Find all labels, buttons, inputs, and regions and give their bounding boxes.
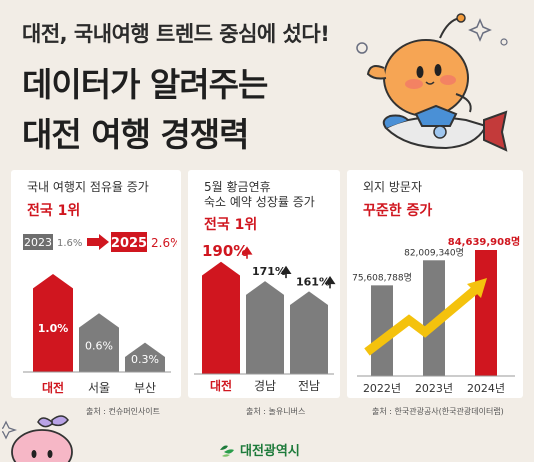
year-compare-row: 2023 1.6% 2025 2.6% bbox=[23, 232, 177, 252]
chart3-value-label-2: 84,639,908명 bbox=[448, 235, 520, 248]
daejeon-logo: 대전광역시 bbox=[218, 440, 300, 459]
up-arrow-icon bbox=[324, 275, 336, 289]
panel1-source: 출처 : 컨슈머인사이트 bbox=[86, 407, 161, 416]
panel3-highlight: 꾸준한 증가 bbox=[363, 203, 433, 219]
panel-booking-growth: 5월 황금연휴 숙소 예약 성장률 증가 전국 1위 190% 171% 161% 대… bbox=[188, 170, 340, 398]
year-from-label: 2023 bbox=[24, 236, 52, 249]
chart2-value-label-1: 171% bbox=[252, 265, 286, 278]
panel2-source: 출처 : 놀유니버스 bbox=[246, 407, 306, 416]
mascot-pink-illustration bbox=[2, 415, 73, 462]
chart3-category-label-0: 2022년 bbox=[363, 382, 401, 395]
value-from-label: 1.6% bbox=[57, 238, 82, 249]
mascot-rocket-illustration bbox=[356, 13, 508, 152]
kicker-text: 대전, 국내여행 트렌드 중심에 섰다! bbox=[22, 22, 330, 46]
chart1-value-label-2: 0.3% bbox=[131, 353, 159, 366]
chart3-value-label-0: 75,608,788명 bbox=[352, 272, 412, 283]
up-arrow-icon bbox=[241, 246, 253, 259]
daejeon-emblem-icon bbox=[220, 445, 234, 457]
chart3-value-label-1: 82,009,340명 bbox=[404, 247, 464, 258]
chart1-value-label-0: 1.0% bbox=[38, 322, 69, 335]
chart-booking-growth: 190% 171% 161% 대전 경남 전남 bbox=[194, 242, 336, 393]
title-line-1: 데이터가 알려주는 bbox=[22, 65, 268, 104]
chart1-category-label-1: 서울 bbox=[88, 381, 110, 395]
chart2-value-label-2: 161% bbox=[296, 275, 330, 288]
arrow-right-icon bbox=[87, 234, 109, 250]
trend-arrow-line bbox=[364, 286, 478, 356]
panel3-source: 출처 : 한국관광공사(한국관광데이터랩) bbox=[372, 407, 504, 416]
panel2-title-line1: 5월 황금연휴 bbox=[204, 180, 271, 194]
chart2-bar-2 bbox=[290, 291, 328, 374]
chart2-value-label-0: 190% bbox=[202, 242, 248, 260]
panel1-highlight: 전국 1위 bbox=[27, 203, 81, 219]
value-to-label: 2.6% bbox=[151, 236, 177, 250]
chart2-category-label-0: 대전 bbox=[210, 378, 232, 393]
chart2-bar-0 bbox=[202, 261, 240, 374]
year-to-label: 2025 bbox=[111, 236, 147, 251]
chart3-bar-1 bbox=[423, 260, 445, 376]
logo-text: 대전광역시 bbox=[240, 444, 300, 459]
panel-visitors: 외지 방문자 꾸준한 증가 75,608,788명 82,009,340명 84,6… bbox=[347, 170, 523, 398]
chart1-bar-1 bbox=[79, 313, 119, 372]
year-to-badge bbox=[111, 232, 147, 252]
chart3-category-label-1: 2023년 bbox=[415, 382, 453, 395]
panel2-highlight: 전국 1위 bbox=[204, 217, 258, 233]
title-line-2: 대전 여행 경쟁력 bbox=[22, 115, 249, 154]
chart2-category-label-1: 경남 bbox=[254, 379, 276, 393]
chart1-value-label-1: 0.6% bbox=[85, 340, 113, 353]
panel3-title: 외지 방문자 bbox=[363, 180, 423, 194]
chart2-bar-1 bbox=[246, 281, 284, 374]
year-from-badge bbox=[23, 234, 53, 250]
chart1-category-label-0: 대전 bbox=[42, 380, 64, 395]
up-arrow-icon bbox=[280, 265, 292, 279]
chart2-category-label-2: 전남 bbox=[298, 379, 320, 393]
trend-arrow-head-icon bbox=[467, 278, 487, 298]
chart1-category-label-2: 부산 bbox=[134, 381, 156, 395]
chart1-bar-2 bbox=[125, 342, 165, 372]
chart3-category-label-2: 2024년 bbox=[467, 382, 505, 395]
chart-market-share: 1.0% 0.6% 0.3% 대전 서울 부산 bbox=[23, 274, 171, 395]
panel2-title-line2: 숙소 예약 성장률 증가 bbox=[204, 195, 315, 209]
chart3-bar-2 bbox=[475, 250, 497, 376]
panel1-title: 국내 여행지 점유율 증가 bbox=[27, 180, 149, 194]
panel-market-share: 국내 여행지 점유율 증가 전국 1위 2023 1.6% 2025 2.6% … bbox=[11, 170, 181, 398]
chart3-bar-0 bbox=[371, 285, 393, 376]
chart1-bar-0 bbox=[33, 274, 73, 372]
